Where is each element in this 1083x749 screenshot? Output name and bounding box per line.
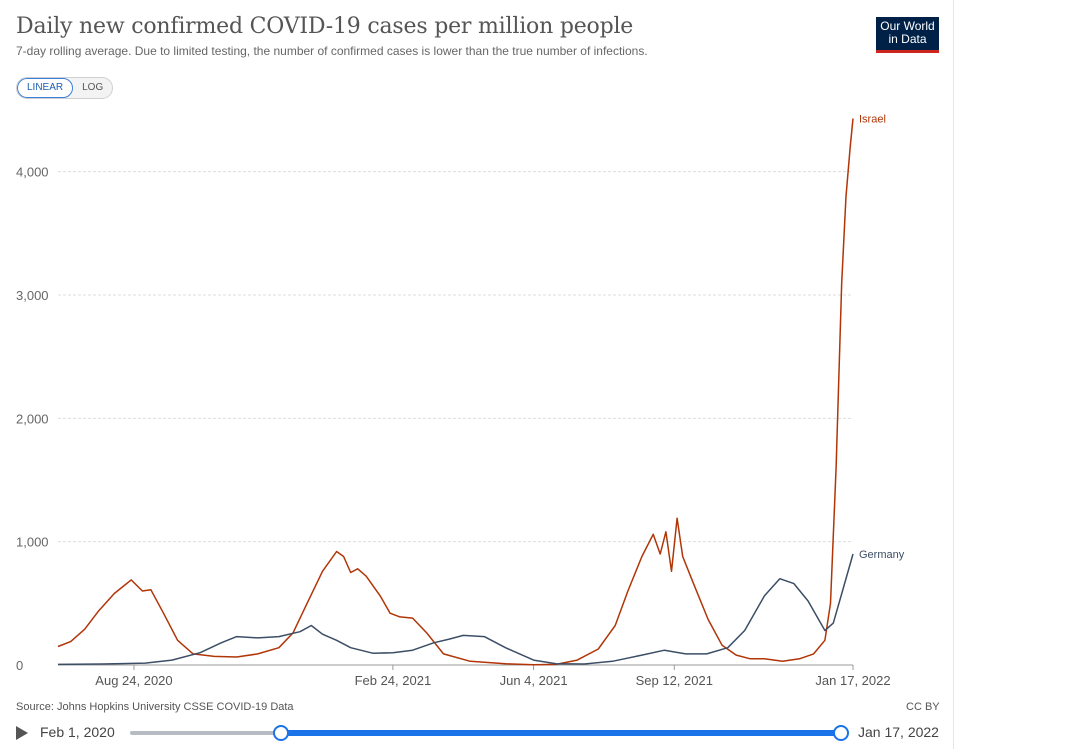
timeline-selected-range[interactable] [279,730,840,736]
x-tick-label: Jun 4, 2021 [500,673,568,688]
source-note[interactable]: Source: Johns Hopkins University CSSE CO… [16,701,294,713]
y-tick-label: 3,000 [16,288,49,303]
series-label-germany[interactable]: Germany [859,549,905,561]
x-tick-label: Sep 12, 2021 [636,673,713,688]
y-tick-label: 4,000 [16,165,49,180]
linear-scale-button[interactable]: LINEAR [17,78,74,98]
x-tick-label: Aug 24, 2020 [95,673,172,688]
play-icon[interactable] [16,726,28,740]
series-line-germany[interactable] [57,553,854,666]
timeline-start-handle[interactable] [272,725,289,741]
x-tick-label: Jan 17, 2022 [815,673,890,688]
x-tick-label: Feb 24, 2021 [355,673,432,688]
log-scale-button[interactable]: LOG [82,82,104,93]
logo-line-1: Our World [880,19,935,33]
license-label[interactable]: CC BY [906,701,940,713]
logo-line-2: in Data [888,32,927,46]
timeline-end-label: Jan 17, 2022 [858,724,939,740]
chart-frame: Daily new confirmed COVID-19 cases per m… [16,0,954,749]
chart-title: Daily new confirmed COVID-19 cases per m… [16,14,634,39]
scale-toggle: LINEAR LOG [16,77,114,99]
y-tick-label: 2,000 [16,411,49,426]
timeline-start-label: Feb 1, 2020 [40,724,115,740]
chart-subtitle: 7-day rolling average. Due to limited te… [16,44,648,58]
line-chart: 0 1,000 2,000 3,000 4,000 Aug 24, 2020 Feb 24,… [16,114,905,688]
y-tick-label: 1,000 [16,535,49,550]
timeline: Feb 1, 2020 Jan 17, 2022 [16,722,941,744]
series-label-israel[interactable]: Israel [859,114,886,126]
y-tick-label: 0 [16,658,23,673]
owid-logo[interactable]: Our World in Data [876,17,939,53]
timeline-end-handle[interactable] [833,725,849,741]
series-line-israel[interactable] [57,118,854,666]
